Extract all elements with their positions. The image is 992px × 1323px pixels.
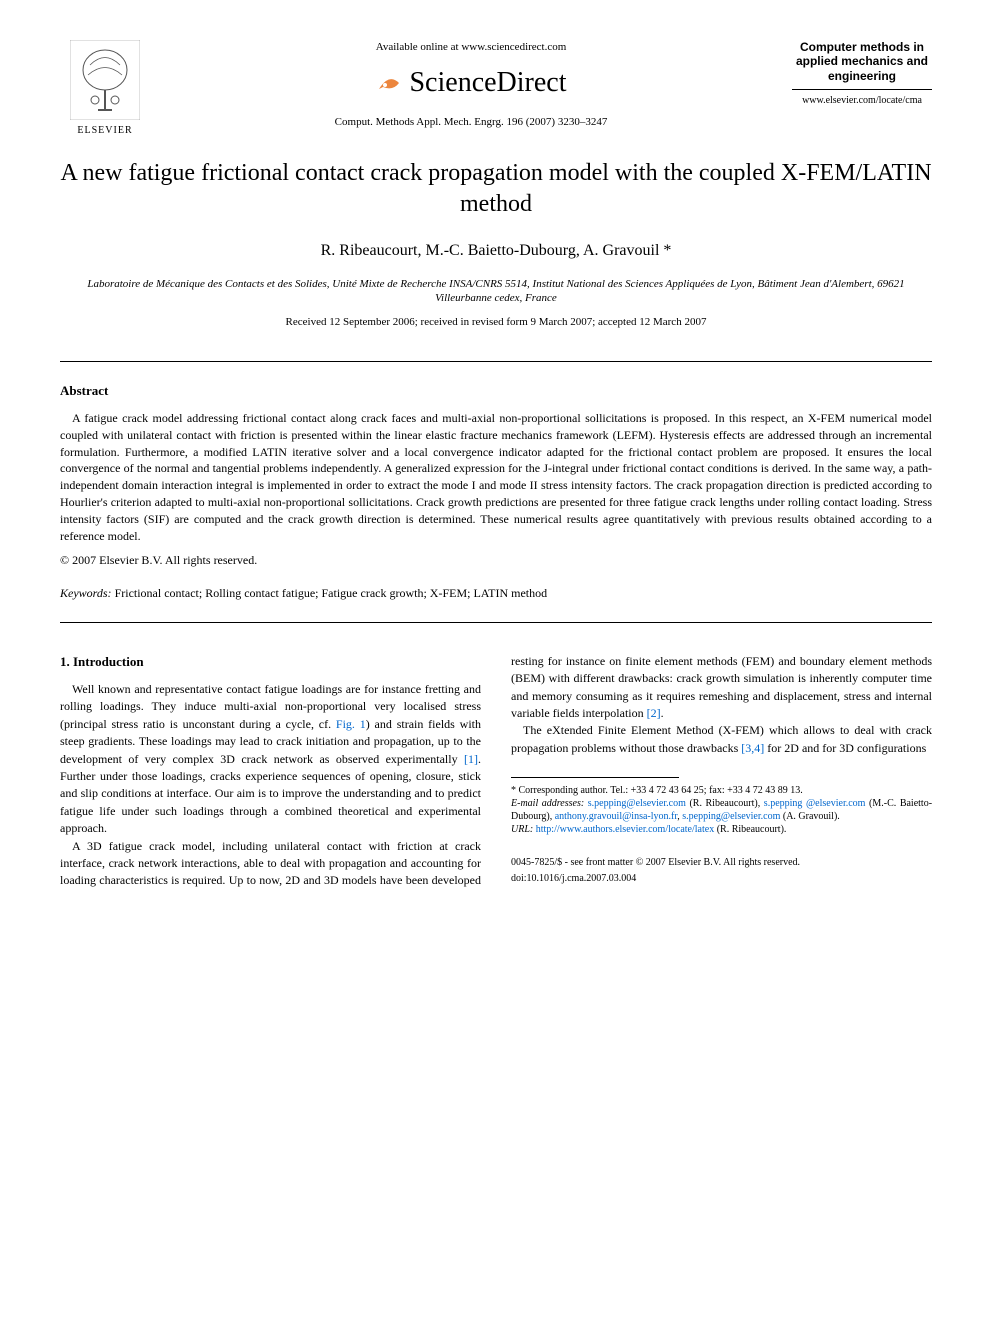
intro-paragraph-3: The eXtended Finite Element Method (X-FE…: [511, 722, 932, 757]
footnotes: * Corresponding author. Tel.: +33 4 72 4…: [511, 784, 932, 836]
affiliation: Laboratoire de Mécanique des Contacts et…: [60, 277, 932, 306]
citation-link[interactable]: [3,4]: [741, 741, 764, 755]
intro-paragraph-1: Well known and representative contact fa…: [60, 681, 481, 838]
citation-link[interactable]: [2]: [647, 706, 661, 720]
divider: [60, 622, 932, 623]
keywords-label: Keywords:: [60, 586, 112, 600]
front-matter-line: 0045-7825/$ - see front matter © 2007 El…: [511, 856, 932, 870]
figure-reference-link[interactable]: Fig. 1: [336, 717, 366, 731]
submission-dates: Received 12 September 2006; received in …: [60, 315, 932, 330]
abstract-text: A fatigue crack model addressing frictio…: [60, 410, 932, 544]
footnote-block: * Corresponding author. Tel.: +33 4 72 4…: [511, 777, 932, 886]
citation-link[interactable]: [1]: [464, 752, 478, 766]
email-link[interactable]: s.pepping@elsevier.com: [682, 811, 780, 822]
email-link[interactable]: s.pepping @elsevier.com: [764, 798, 866, 809]
paper-title: A new fatigue frictional contact crack p…: [60, 158, 932, 220]
elsevier-publisher-block: ELSEVIER: [60, 40, 150, 138]
elsevier-tree-logo: [70, 40, 140, 120]
header-center: Available online at www.sciencedirect.co…: [150, 40, 792, 130]
elsevier-label: ELSEVIER: [77, 124, 132, 138]
page-header: ELSEVIER Available online at www.science…: [60, 40, 932, 138]
url-line: URL: http://www.authors.elsevier.com/loc…: [511, 823, 932, 836]
sciencedirect-swoosh-icon: [375, 69, 403, 97]
email-label: E-mail addresses:: [511, 798, 584, 809]
footnote-divider: [511, 777, 679, 778]
abstract-heading: Abstract: [60, 382, 932, 400]
journal-url: www.elsevier.com/locate/cma: [792, 94, 932, 108]
url-label: URL:: [511, 824, 533, 835]
doi-line: doi:10.1016/j.cma.2007.03.004: [511, 872, 932, 886]
introduction-heading: 1. Introduction: [60, 653, 481, 671]
sciencedirect-logo: ScienceDirect: [375, 63, 566, 102]
journal-block: Computer methods in applied mechanics an…: [792, 40, 932, 108]
author-list: R. Ribeaucourt, M.-C. Baietto-Dubourg, A…: [60, 240, 932, 262]
email-link[interactable]: anthony.gravouil@insa-lyon.fr: [555, 811, 678, 822]
abstract-copyright: © 2007 Elsevier B.V. All rights reserved…: [60, 552, 932, 569]
citation-line: Comput. Methods Appl. Mech. Engrg. 196 (…: [170, 115, 772, 130]
divider: [60, 361, 932, 362]
journal-title: Computer methods in applied mechanics an…: [792, 40, 932, 90]
body-columns: 1. Introduction Well known and represent…: [60, 653, 932, 890]
sciencedirect-text: ScienceDirect: [409, 63, 566, 102]
available-online-text: Available online at www.sciencedirect.co…: [170, 40, 772, 55]
keywords-line: Keywords: Frictional contact; Rolling co…: [60, 585, 932, 602]
email-line: E-mail addresses: s.pepping@elsevier.com…: [511, 797, 932, 823]
email-link[interactable]: s.pepping@elsevier.com: [588, 798, 686, 809]
keywords-list: Frictional contact; Rolling contact fati…: [115, 586, 548, 600]
corresponding-author-note: * Corresponding author. Tel.: +33 4 72 4…: [511, 784, 932, 797]
author-url-link[interactable]: http://www.authors.elsevier.com/locate/l…: [536, 824, 714, 835]
